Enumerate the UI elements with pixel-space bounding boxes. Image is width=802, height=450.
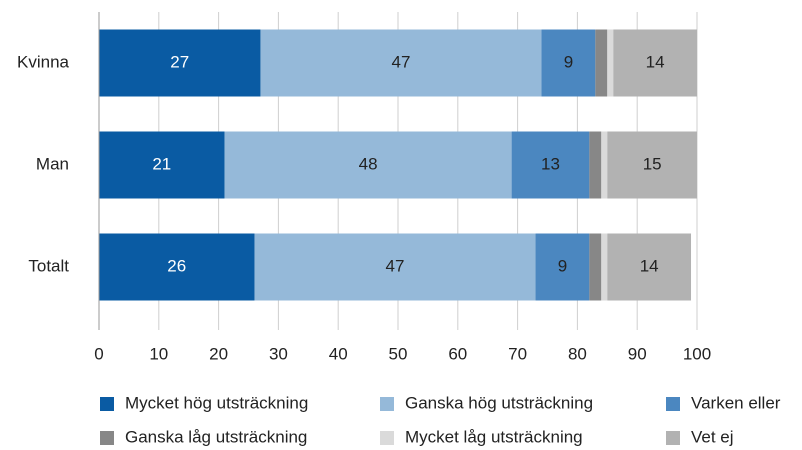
x-tick-label: 100 bbox=[683, 344, 711, 363]
x-tick-label: 50 bbox=[389, 344, 408, 363]
bar-segment bbox=[607, 29, 614, 97]
bar-segment bbox=[99, 131, 225, 199]
y-tick-label: Kvinna bbox=[17, 52, 70, 71]
legend-swatch bbox=[666, 397, 680, 411]
bar-segment bbox=[589, 131, 602, 199]
y-tick-label: Man bbox=[36, 154, 69, 173]
x-tick-label: 70 bbox=[508, 344, 527, 363]
legend-label: Varken eller bbox=[691, 393, 781, 412]
x-tick-label: 0 bbox=[94, 344, 103, 363]
x-tick-label: 10 bbox=[149, 344, 168, 363]
legend-label: Ganska låg utsträckning bbox=[125, 427, 307, 446]
bar-segment bbox=[589, 233, 602, 301]
data-label: 9 bbox=[564, 52, 573, 71]
bar-segment bbox=[601, 233, 608, 301]
legend-swatch bbox=[380, 397, 394, 411]
data-label: 26 bbox=[167, 256, 186, 275]
x-tick-label: 30 bbox=[269, 344, 288, 363]
legend-swatch bbox=[100, 431, 114, 445]
data-label: 9 bbox=[558, 256, 567, 275]
bar-segment bbox=[99, 233, 255, 301]
bar-segment bbox=[254, 233, 536, 301]
data-label: 13 bbox=[541, 154, 560, 173]
data-label: 15 bbox=[643, 154, 662, 173]
bar-segment bbox=[595, 29, 608, 97]
y-tick-label: Totalt bbox=[28, 256, 69, 275]
x-tick-label: 20 bbox=[209, 344, 228, 363]
legend-swatch bbox=[666, 431, 680, 445]
data-label: 14 bbox=[646, 52, 665, 71]
bar-segment bbox=[541, 29, 596, 97]
legend-swatch bbox=[380, 431, 394, 445]
legend-label: Mycket hög utsträckning bbox=[125, 393, 308, 412]
x-tick-label: 40 bbox=[329, 344, 348, 363]
bar-segment bbox=[224, 131, 512, 199]
legend-label: Mycket låg utsträckning bbox=[405, 427, 583, 446]
bar-segment bbox=[601, 131, 608, 199]
x-tick-label: 60 bbox=[448, 344, 467, 363]
x-tick-label: 90 bbox=[628, 344, 647, 363]
legend-label: Ganska hög utsträckning bbox=[405, 393, 593, 412]
bar-segment bbox=[535, 233, 590, 301]
data-label: 47 bbox=[392, 52, 411, 71]
data-label: 14 bbox=[640, 256, 659, 275]
bar-segment bbox=[511, 131, 590, 199]
legend-label: Vet ej bbox=[691, 427, 734, 446]
data-label: 47 bbox=[386, 256, 405, 275]
data-label: 48 bbox=[359, 154, 378, 173]
data-label: 21 bbox=[152, 154, 171, 173]
data-label: 27 bbox=[170, 52, 189, 71]
bar-segment bbox=[260, 29, 542, 97]
legend-swatch bbox=[100, 397, 114, 411]
bar-segment bbox=[613, 29, 697, 97]
bar-segment bbox=[607, 233, 692, 301]
x-tick-label: 80 bbox=[568, 344, 587, 363]
bar-segment bbox=[607, 131, 697, 199]
bar-segment bbox=[99, 29, 261, 97]
